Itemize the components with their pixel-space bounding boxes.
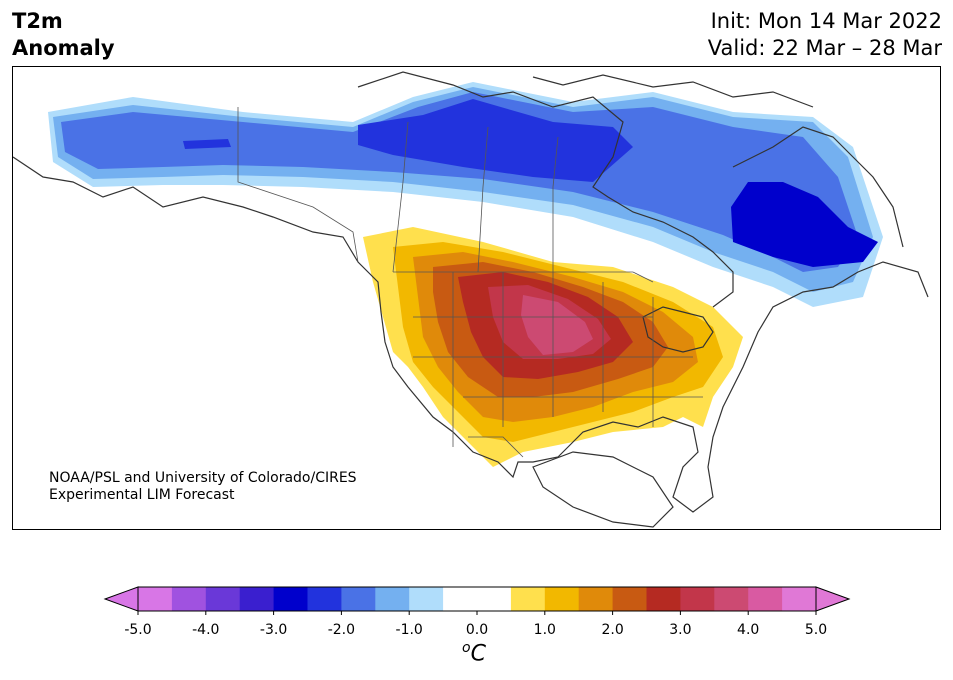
colorbar-extend-high bbox=[815, 586, 851, 612]
colorbar-tick-label: -2.0 bbox=[327, 622, 356, 638]
colorbar-segment bbox=[782, 587, 817, 611]
colorbar-segment bbox=[205, 587, 241, 611]
colorbar-segments bbox=[138, 587, 817, 611]
colorbar-segment bbox=[646, 587, 681, 611]
warm-core bbox=[521, 295, 593, 355]
colorbar-extend-low bbox=[103, 586, 139, 612]
colorbar-segment bbox=[510, 587, 546, 611]
colorbar-segment bbox=[443, 587, 478, 611]
colorbar-segment bbox=[409, 587, 444, 611]
colorbar-tick-label: 2.0 bbox=[601, 622, 624, 638]
colorbar-tick-label: -4.0 bbox=[192, 622, 220, 638]
map-title: T2m Anomaly bbox=[12, 8, 115, 62]
colorbar-segment bbox=[748, 587, 783, 611]
coastlines bbox=[13, 71, 929, 528]
colorbar-tick-label: 5.0 bbox=[804, 622, 828, 638]
colorbar-tick-label: -3.0 bbox=[259, 622, 288, 638]
colorbar-segment bbox=[477, 587, 512, 611]
cold-region-deep bbox=[358, 99, 633, 182]
cold-region-blue bbox=[61, 92, 858, 272]
political-borders bbox=[237, 107, 703, 458]
title-variable-sub: Anomaly bbox=[12, 36, 115, 60]
colorbar-tick-label: 3.0 bbox=[669, 622, 692, 638]
colorbar-segment bbox=[341, 587, 376, 611]
colorbar-segment bbox=[714, 587, 749, 611]
colorbar-ticks bbox=[137, 611, 817, 615]
colorbar-tick-label: 1.0 bbox=[533, 622, 556, 638]
title-variable: T2m bbox=[12, 9, 63, 33]
colorbar-segment bbox=[544, 587, 580, 611]
colorbar-tick-label: 0.0 bbox=[465, 622, 489, 638]
colorbar-segment bbox=[171, 587, 207, 611]
colorbar-tick-label: -1.0 bbox=[395, 622, 423, 638]
unit-degree: o bbox=[462, 640, 471, 656]
cold-core-alaska bbox=[183, 139, 231, 149]
colorbar-segment bbox=[578, 587, 614, 611]
colorbar-tick-label: -5.0 bbox=[124, 622, 152, 638]
colorbar-tick-label: 4.0 bbox=[737, 622, 760, 638]
colorbar bbox=[103, 586, 851, 615]
anomaly-map bbox=[12, 66, 941, 530]
map-canvas bbox=[13, 71, 929, 528]
cold-core-east bbox=[731, 182, 878, 267]
colorbar-segment bbox=[307, 587, 342, 611]
colorbar-segment bbox=[680, 587, 715, 611]
unit-celsius: C bbox=[470, 641, 486, 667]
colorbar-segment bbox=[273, 587, 308, 611]
valid-range: Valid: 22 Mar – 28 Mar bbox=[707, 36, 942, 60]
colorbar-segment bbox=[239, 587, 275, 611]
colorbar-segment bbox=[612, 587, 647, 611]
forecast-dates: Init: Mon 14 Mar 2022 Valid: 22 Mar – 28… bbox=[708, 8, 942, 62]
colorbar-segment bbox=[138, 587, 173, 611]
credit-line2: Experimental LIM Forecast bbox=[49, 487, 235, 503]
init-date: Init: Mon 14 Mar 2022 bbox=[710, 9, 942, 33]
data-credit: NOAA/PSL and University of Colorado/CIRE… bbox=[49, 470, 357, 504]
credit-line1: NOAA/PSL and University of Colorado/CIRE… bbox=[49, 470, 357, 486]
colorbar-segment bbox=[375, 587, 410, 611]
colorbar-unit: oC bbox=[462, 640, 486, 666]
